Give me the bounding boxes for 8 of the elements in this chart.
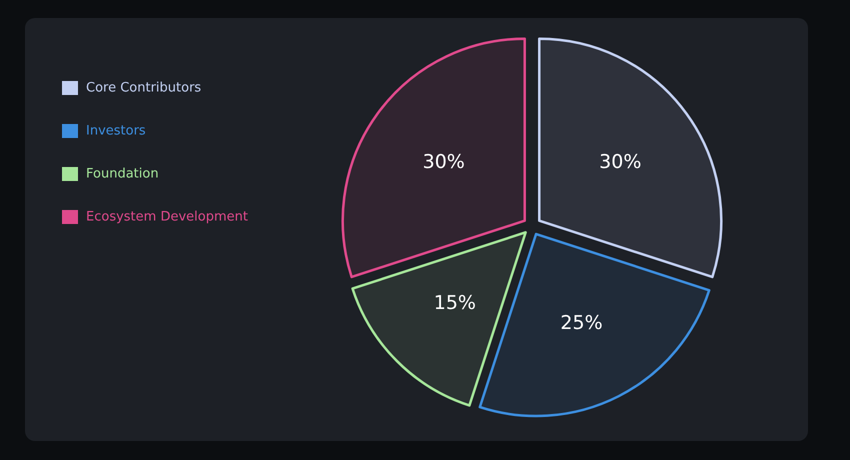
data-label: 30% — [422, 150, 465, 173]
data-label: 25% — [560, 312, 603, 334]
legend-label: Investors — [86, 124, 146, 138]
data-label: 15% — [434, 292, 476, 314]
data-label: 30% — [599, 150, 642, 173]
legend-label: Ecosystem Development — [86, 210, 248, 224]
legend-label: Core Contributors — [86, 80, 202, 96]
legend-label: Foundation — [86, 166, 159, 182]
